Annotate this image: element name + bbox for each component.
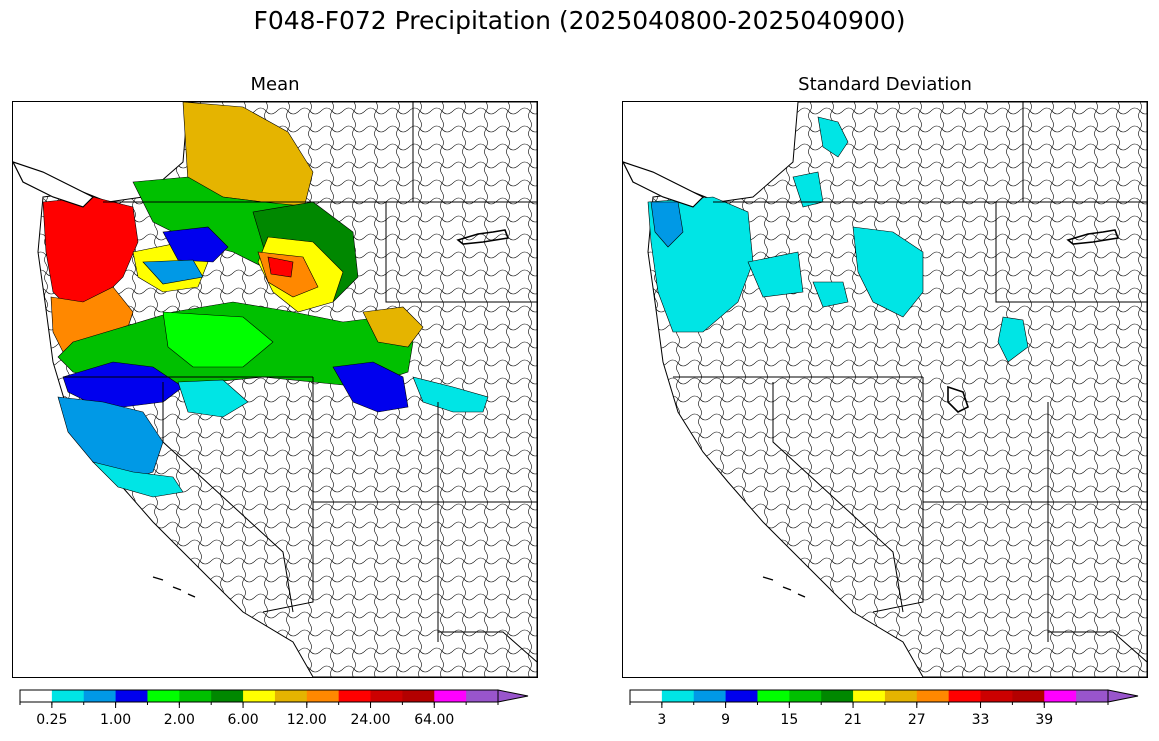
stddev-colorbar-tick-label: 3 xyxy=(657,712,666,728)
mean-colorbar-segment xyxy=(306,690,340,702)
mean-colorbar-tick-label: 0.25 xyxy=(36,712,67,728)
region-yellow-montana xyxy=(362,306,424,348)
mean-colorbar: 0.25 1.00 2.00 6.00 12.00 24.00 64.00 xyxy=(19,689,535,734)
stddev-colorbar-extend-arrow xyxy=(1107,689,1139,703)
region-blue-wa xyxy=(162,226,229,263)
stddev-colorbar: 3 9 15 21 27 33 39 xyxy=(629,689,1145,734)
stddev-colorbar-segment xyxy=(853,690,886,702)
stddev-colorbar-svg: 3 9 15 21 27 33 39 xyxy=(629,689,1139,728)
channel-islands xyxy=(152,576,196,598)
mean-colorbar-tick-label: 12.00 xyxy=(287,712,327,728)
stddev-colorbar-segment xyxy=(725,690,758,702)
stddev-panel-title: Standard Deviation xyxy=(798,74,972,95)
mean-colorbar-segment xyxy=(434,690,467,702)
region-bc-cyan-1 xyxy=(817,116,849,158)
mean-colorbar-tick-label: 6.00 xyxy=(227,712,258,728)
stddev-colorbar-segment xyxy=(916,690,950,702)
region-cyan-wy xyxy=(412,376,489,413)
figure-title: F048-F072 Precipitation (2025040800-2025… xyxy=(253,6,906,35)
vancouver-island xyxy=(623,161,705,208)
mean-colorbar-tick-label: 2.00 xyxy=(164,712,195,728)
stddev-colorbar-segment xyxy=(821,690,854,702)
vancouver-island xyxy=(13,161,95,208)
mean-colorbar-segment xyxy=(51,690,85,702)
stddev-colorbar-tick-label: 9 xyxy=(721,712,730,728)
stddev-colorbar-segment xyxy=(1012,690,1045,702)
region-red-idaho xyxy=(267,256,294,278)
mean-panel-title: Mean xyxy=(250,74,300,95)
region-lightblue-ca xyxy=(57,396,164,483)
mean-colorbar-segment xyxy=(211,690,244,702)
stddev-colorbar-segment xyxy=(1076,690,1109,702)
stddev-colorbar-segment xyxy=(789,690,822,702)
mean-map[interactable] xyxy=(12,101,538,678)
flathead-lake xyxy=(456,229,510,245)
channel-islands xyxy=(762,576,806,598)
mean-colorbar-segment xyxy=(179,690,212,702)
mean-colorbar-segment xyxy=(402,690,435,702)
mean-colorbar-tick-label: 64.00 xyxy=(414,712,454,728)
stddev-colorbar-tick-label: 21 xyxy=(844,712,862,728)
stddev-colorbar-segment xyxy=(693,690,726,702)
stddev-colorbar-segment xyxy=(948,690,981,702)
great-salt-lake xyxy=(947,385,969,413)
mean-map-svg xyxy=(13,102,537,677)
region-bright-green xyxy=(162,311,274,368)
stddev-colorbar-tick-label: 27 xyxy=(908,712,926,728)
stddev-colorbar-segment xyxy=(1044,690,1077,702)
stddev-map-svg xyxy=(623,102,1147,677)
state-boundaries xyxy=(63,102,537,663)
region-cyan-ca xyxy=(92,461,184,498)
mean-colorbar-segment xyxy=(370,690,403,702)
mean-colorbar-segment xyxy=(338,690,371,702)
region-lightblue-wa xyxy=(142,259,204,285)
region-montana-cyan xyxy=(852,226,924,318)
region-blue-east xyxy=(332,361,409,413)
stddev-colorbar-tick-label: 39 xyxy=(1035,712,1053,728)
mean-colorbar-segment xyxy=(243,690,276,702)
stddev-colorbar-tick-label: 33 xyxy=(972,712,990,728)
mean-colorbar-segment xyxy=(20,690,53,702)
stddev-colorbar-segment xyxy=(630,690,663,702)
region-cyan-nv xyxy=(177,379,249,418)
stddev-colorbar-tick-label: 15 xyxy=(780,712,798,728)
region-wyoming-cyan xyxy=(997,316,1029,363)
mean-colorbar-tick-label: 24.00 xyxy=(350,712,390,728)
stddev-colorbar-segment xyxy=(980,690,1013,702)
land-outline xyxy=(647,102,1147,677)
mean-colorbar-svg: 0.25 1.00 2.00 6.00 12.00 24.00 64.00 xyxy=(19,689,529,728)
region-idaho-cyan xyxy=(812,281,849,308)
stddev-colorbar-segment xyxy=(884,690,918,702)
stddev-colorbar-segment xyxy=(757,690,790,702)
mean-colorbar-segment xyxy=(147,690,180,702)
flathead-lake xyxy=(1066,229,1120,245)
mean-colorbar-outline xyxy=(19,689,499,703)
state-boundaries xyxy=(673,102,1147,663)
mean-colorbar-segment xyxy=(274,690,308,702)
region-olympic-blue xyxy=(650,201,684,248)
stddev-colorbar-segment xyxy=(661,690,695,702)
mean-colorbar-tick-label: 1.00 xyxy=(100,712,131,728)
stddev-colorbar-outline xyxy=(629,689,1109,703)
mean-colorbar-segment xyxy=(83,690,116,702)
stddev-map[interactable] xyxy=(622,101,1148,678)
region-wa-cyan-2 xyxy=(747,251,804,298)
mean-colorbar-segment xyxy=(115,690,148,702)
mean-colorbar-extend-arrow xyxy=(497,689,529,703)
mean-colorbar-segment xyxy=(466,690,499,702)
